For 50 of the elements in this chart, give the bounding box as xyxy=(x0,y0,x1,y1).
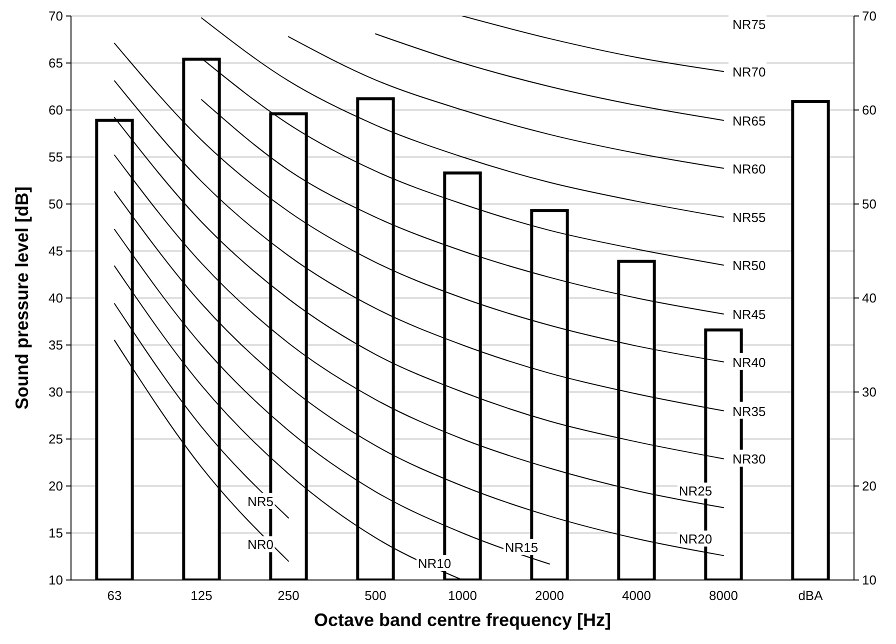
x-tick-label: 1000 xyxy=(448,588,477,603)
series-label: NR20 xyxy=(678,532,712,547)
y-tick-label: 70 xyxy=(48,8,63,24)
series-label: NR70 xyxy=(732,64,766,80)
y-tick-label: 60 xyxy=(48,102,63,118)
y2-tick-label: 70 xyxy=(862,8,876,24)
y2-tick-label: 50 xyxy=(862,196,876,212)
series-label: NR50 xyxy=(732,258,766,274)
series-label: NR25 xyxy=(678,484,712,499)
line-series xyxy=(288,36,724,169)
x-axis-title: Octave band centre frequency [Hz] xyxy=(314,610,612,630)
annotation: NR75 xyxy=(732,17,766,32)
y2-tick-label: 30 xyxy=(862,384,876,400)
x-tick-label: 250 xyxy=(278,588,300,603)
y-tick-label: 50 xyxy=(48,196,63,212)
y2-tick-label: 60 xyxy=(862,102,876,118)
y2-tick-label: 40 xyxy=(862,290,876,306)
x-tick-label: dBA xyxy=(798,588,824,603)
y-tick-label: 20 xyxy=(48,478,63,494)
series-label: NR35 xyxy=(732,404,766,419)
series-label: NR15 xyxy=(504,540,538,556)
x-tick-label: 63 xyxy=(107,588,122,603)
y-tick-label: 65 xyxy=(48,56,63,70)
x-tick-label: 2000 xyxy=(535,588,564,603)
y-tick-label: 45 xyxy=(48,244,63,258)
y-tick-label: 30 xyxy=(48,384,63,400)
y-tick-label: 15 xyxy=(48,526,63,540)
series-label: NR0 xyxy=(247,537,274,552)
series-label: NR30 xyxy=(732,452,766,467)
y-tick-label: 10 xyxy=(48,572,63,588)
series-label: NR10 xyxy=(418,556,452,571)
y-tick-label: 55 xyxy=(48,150,63,164)
y-axis-title: Sound pressure level [dB] xyxy=(12,186,32,410)
y-tick-label: 35 xyxy=(48,338,63,352)
line-series xyxy=(375,33,724,121)
x-tick-label: 125 xyxy=(190,588,212,603)
y2-tick-label: 10 xyxy=(862,572,876,588)
x-tick-label: 500 xyxy=(364,588,386,603)
x-tick-label: 8000 xyxy=(709,588,738,603)
y-tick-label: 40 xyxy=(48,290,63,306)
series-label: NR5 xyxy=(247,494,274,509)
series-label: NR65 xyxy=(732,113,766,128)
y2-tick-label: 20 xyxy=(862,478,876,494)
series-label: NR55 xyxy=(732,210,766,226)
y-tick-label: 25 xyxy=(48,432,63,446)
x-tick-label: 4000 xyxy=(622,588,651,603)
series-label: NR40 xyxy=(732,354,766,370)
series-label: NR60 xyxy=(732,161,766,176)
line-series xyxy=(462,16,724,72)
series-label: NR45 xyxy=(732,306,766,322)
